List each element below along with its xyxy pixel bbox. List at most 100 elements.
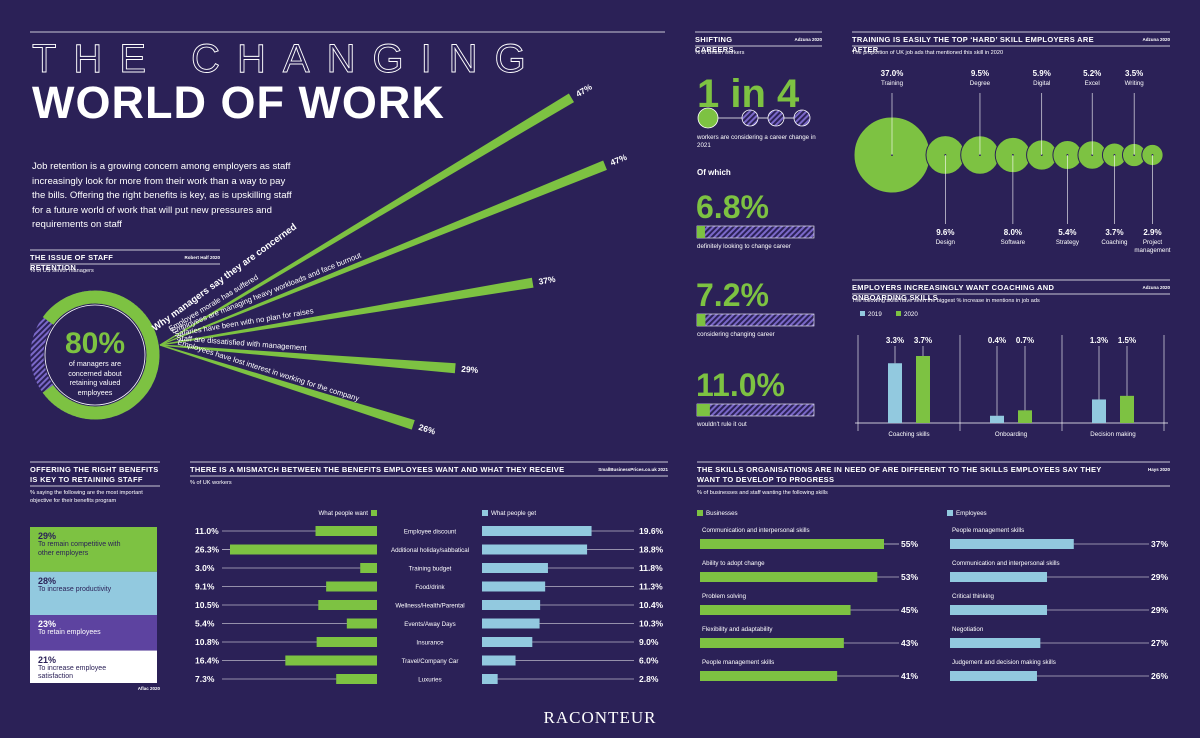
bar: [700, 572, 878, 582]
value-label: 6.0%: [639, 656, 659, 666]
bar: [700, 671, 838, 681]
legend-swatch: [371, 510, 377, 516]
bar: [285, 655, 377, 666]
section-subtitle: The following skills have seen the bigge…: [852, 298, 1040, 304]
legend-label: Employees: [956, 510, 987, 517]
value-label: 9.5%: [971, 69, 989, 78]
category-label: Flexibility and adaptability: [702, 626, 773, 633]
bar: [916, 356, 930, 423]
value-label: 47%: [574, 81, 594, 99]
value-label: 18.8%: [639, 545, 664, 555]
value-label: 1.5%: [1118, 336, 1136, 345]
value-label: 26%: [1151, 671, 1168, 681]
bar: [1120, 395, 1134, 423]
source: Robert Half 2020: [184, 255, 220, 260]
value-label: 43%: [901, 638, 918, 648]
bar-track: [696, 403, 815, 417]
bar: [482, 526, 592, 536]
legend-swatch: [482, 510, 488, 516]
bar: [482, 600, 541, 610]
legend-swatch: [860, 311, 865, 316]
value-label: 26%: [417, 422, 437, 437]
token: [741, 109, 759, 127]
category-label: Wellness/Health/Parental: [395, 603, 464, 610]
legend-swatch: [896, 311, 901, 316]
category-label: Insurance: [416, 640, 444, 647]
category-label: Food/drink: [415, 584, 445, 591]
legend-label: 2019: [868, 311, 882, 318]
fan-bar: [159, 160, 607, 346]
bar: [336, 674, 377, 684]
section-title: THE SKILLS ORGANISATIONS ARE IN NEED OF …: [697, 465, 1102, 485]
category-label: People management skills: [952, 527, 1024, 534]
value-label: 8.0%: [1004, 228, 1022, 237]
value-label: 27%: [1151, 638, 1168, 648]
value-label: 3.5%: [1125, 69, 1143, 78]
headline-text: of managers are concerned about retainin…: [68, 359, 122, 398]
bar: [1018, 410, 1032, 423]
fan-bar: [159, 344, 456, 374]
category-label: Judgement and decision making skills: [952, 659, 1056, 666]
category-label: Ability to adopt change: [702, 560, 765, 567]
category-label: To increase productivity: [38, 585, 112, 593]
section-subtitle: The proportion of UK job ads that mentio…: [852, 50, 1004, 56]
category-label: To remain competitive with other employe…: [38, 541, 121, 557]
category-label: Software: [1000, 239, 1026, 246]
category-label: Digital: [1033, 80, 1051, 87]
source: Adzuna 2020: [1142, 285, 1170, 290]
bar: [482, 581, 546, 592]
value-label: 28%: [38, 575, 57, 586]
value-label: 26.3%: [195, 545, 220, 555]
value-label: 7.2%: [696, 277, 769, 313]
bar: [482, 618, 540, 629]
value-label: 37%: [1151, 539, 1168, 549]
category-label: Design: [935, 239, 955, 246]
value-label: 0.7%: [1016, 336, 1034, 345]
category-label: Additional holiday/sabbatical: [391, 547, 469, 554]
category-label: definitely looking to change career: [697, 243, 791, 250]
section-title: TRAINING IS EASILY THE TOP ‘HARD’ SKILL …: [852, 35, 1094, 55]
legend-swatch: [947, 510, 953, 516]
category-label: Critical thinking: [952, 593, 995, 600]
section-title: THERE IS A MISMATCH BETWEEN THE BENEFITS…: [190, 465, 565, 474]
token: [697, 107, 719, 129]
bar: [950, 605, 1048, 615]
stack-segment: [30, 527, 157, 572]
bar: [482, 563, 548, 573]
category-label: Coaching skills: [888, 431, 929, 438]
value-label: 2.8%: [639, 674, 659, 684]
bar: [990, 415, 1004, 423]
value-label: 5.4%: [1058, 228, 1076, 237]
value-label: 6.8%: [696, 189, 769, 225]
title-top: THE CHANGING: [32, 37, 543, 81]
bar: [950, 671, 1037, 681]
bar: [700, 539, 884, 549]
category-label: wouldn't rule it out: [697, 421, 747, 428]
bar: [482, 655, 516, 666]
stack-segment: [30, 615, 157, 651]
value-label: 23%: [38, 619, 57, 630]
category-label: Employee discount: [404, 529, 457, 536]
section-title: SHIFTING CAREERS: [695, 35, 734, 55]
bar: [950, 539, 1074, 549]
value-label: 10.5%: [195, 600, 220, 610]
ring-inner: [44, 304, 146, 406]
value-label: 29%: [38, 531, 57, 541]
section-subtitle: % of British workers: [695, 50, 745, 56]
category-label: Training: [880, 80, 904, 87]
headline-value: 80%: [65, 327, 125, 360]
category-label: Negotiation: [952, 626, 984, 633]
category-label: Training budget: [409, 566, 452, 573]
category-label: Degree: [969, 80, 991, 87]
fan-bar: [159, 344, 415, 430]
source: Hays 2020: [1148, 467, 1171, 472]
token: [767, 109, 785, 127]
value-label: 19.6%: [639, 526, 664, 536]
section-subtitle: % of businesses and staff wanting the fo…: [697, 490, 828, 496]
bar: [230, 544, 377, 555]
category-label: Problem solving: [702, 593, 747, 600]
category-label: To retain employees: [38, 629, 101, 637]
value-label: 5.2%: [1083, 69, 1101, 78]
